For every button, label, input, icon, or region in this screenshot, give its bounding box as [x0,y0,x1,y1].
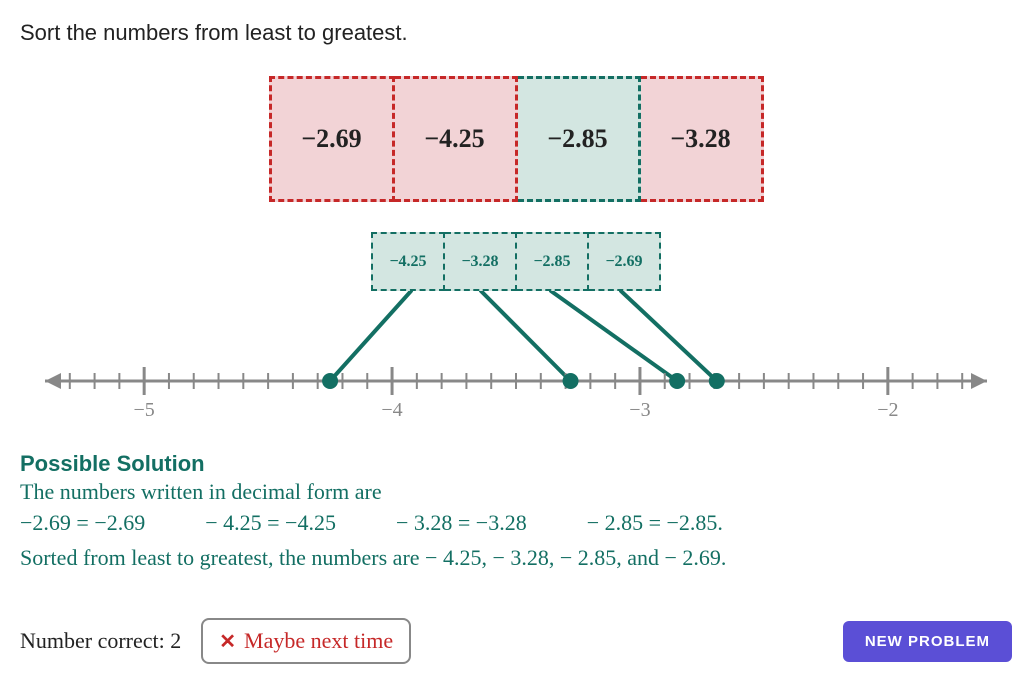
solution-equality: − 2.85 = −2.85. [587,508,723,539]
svg-text:−2: −2 [877,399,898,421]
sorted-box: −3.28 [445,232,517,291]
solution-body: The numbers written in decimal form are … [20,477,1012,573]
feedback-box: ✕ Maybe next time [201,618,411,664]
solution-sorted: Sorted from least to greatest, the numbe… [20,543,1012,574]
number-line: −5 −4 −3 −2 [20,291,1012,431]
unsorted-box[interactable]: −2.69 [269,76,395,202]
unsorted-box[interactable]: −3.28 [641,76,764,202]
number-line-panel: −5 −4 −3 −2 [20,291,1012,436]
problem-prompt: Sort the numbers from least to greatest. [20,20,1012,46]
sorted-box: −2.85 [517,232,589,291]
feedback-text: Maybe next time [244,628,393,654]
unsorted-number-row: −2.69−4.25−2.85−3.28 [20,76,1012,202]
solution-equality: − 4.25 = −4.25 [205,508,336,539]
footer-bar: Number correct: 2 ✕ Maybe next time NEW … [20,618,1012,664]
solution-heading: Possible Solution [20,451,1012,477]
solution-equalities: −2.69 = −2.69 − 4.25 = −4.25 − 3.28 = −3.2… [20,508,1012,539]
unsorted-box[interactable]: −2.85 [518,76,641,202]
svg-text:−5: −5 [134,399,155,421]
solution-intro: The numbers written in decimal form are [20,477,1012,508]
svg-text:−3: −3 [629,399,650,421]
svg-text:−4: −4 [381,399,402,421]
solution-equality: −2.69 = −2.69 [20,508,145,539]
unsorted-box[interactable]: −4.25 [395,76,518,202]
new-problem-button[interactable]: NEW PROBLEM [843,621,1012,662]
solution-equality: − 3.28 = −3.28 [396,508,527,539]
sorted-box: −4.25 [371,232,445,291]
sorted-number-row: −4.25−3.28−2.85−2.69 [20,232,1012,291]
wrong-icon: ✕ [219,629,236,654]
sorted-box: −2.69 [589,232,661,291]
score-label: Number correct: 2 [20,628,181,654]
